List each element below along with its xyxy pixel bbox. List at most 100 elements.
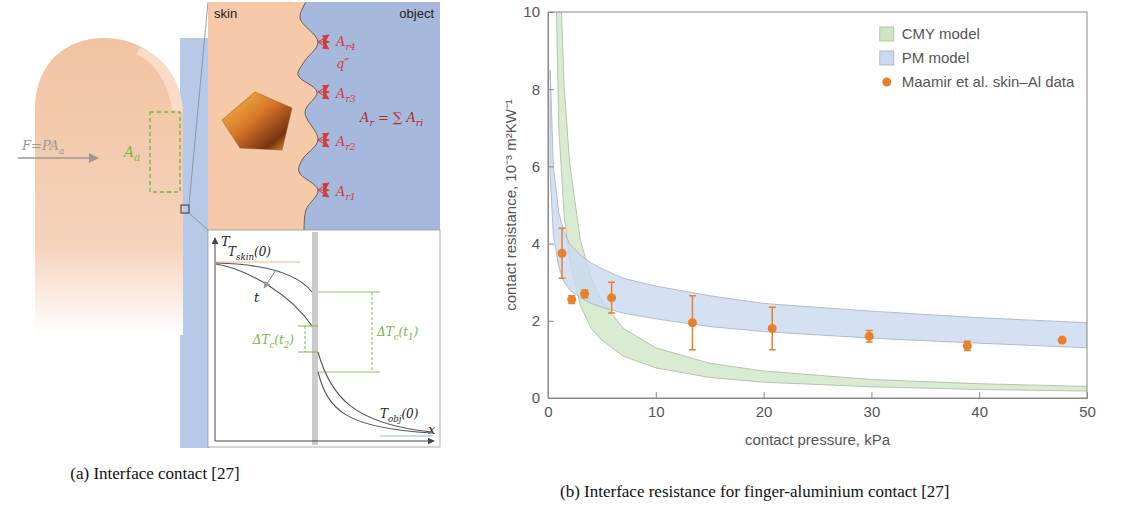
zoom-line [189,213,208,230]
heat-arrow [318,183,329,190]
error-bar [866,330,873,342]
object-strip [180,38,210,448]
tick: 10 [523,3,554,20]
contact-label: Ar4 [335,34,356,52]
tick-label: 20 [756,403,773,420]
contact-label: Ar3 [335,86,356,104]
tick-label: 40 [971,403,988,420]
data-point [607,293,616,302]
profile-box [208,230,440,447]
force-label: F=PAa [21,138,64,156]
label-part: A [122,144,134,160]
tick-label: 2 [532,312,540,329]
contact-label: Ar2 [335,134,356,152]
legend-label: PM model [902,49,970,66]
finger [35,38,183,335]
label-part: r3 [345,93,355,104]
drop-line [372,292,373,372]
heat-arrow [318,35,329,42]
error-bar [568,296,575,304]
label-part: skin [236,252,254,262]
flux-label: q″ [336,56,349,71]
label-part: = ∑ A [374,110,416,125]
data-point [1058,336,1067,345]
caption: (b) Interface resistance for finger-alum… [560,482,950,501]
y-axis-title: contact resistance, 10⁻³ m²KW⁻¹ [502,99,519,311]
heat-arrow [318,42,329,49]
nail [136,48,183,112]
drop-tick [318,372,380,373]
tick-mark [1087,392,1088,398]
label-part: r2 [345,141,355,152]
data-point [688,318,697,327]
data-point [768,324,777,333]
label-part: ΔT [376,325,395,339]
zoom-object [208,2,440,230]
label-part: (t [274,333,284,347]
tick-label: 0 [544,403,552,420]
model-band [550,70,1087,348]
data-point [865,332,874,341]
interface-profile [298,2,318,230]
t-axis [215,238,216,441]
tick-label: 0 [532,389,540,406]
axis-line [549,13,555,399]
temperature-curve [318,352,432,432]
skin-label: skin [214,6,237,21]
zoom-line [189,2,208,205]
label-part: ) [413,325,419,339]
force-arrow [18,157,98,159]
object-label: object [399,6,434,21]
data-point [580,289,589,298]
heat-arrow [318,92,329,99]
label-part: (0) [254,245,271,259]
tick: 20 [756,392,773,420]
tick-mark [548,89,554,90]
label-part: obj [388,414,402,424]
plot-marks [550,12,1087,391]
tick-mark [871,392,872,398]
heat-arrow [318,85,329,92]
tick: 8 [532,81,554,98]
surface-scan [222,92,292,150]
label-part: F=PA [21,138,59,153]
tick-mark [548,12,554,13]
diagram: F=PAaAaskinobjectAr4Ar3Ar2Ar1q″Ar = ∑ Ar… [18,2,440,448]
model-band [550,12,1087,391]
legend-entry: Maamir et al. skin–Al data [882,73,1075,90]
tick-mark [979,392,980,398]
label-part: r1 [345,191,355,202]
tick-label: 6 [532,158,540,175]
zoom-skin [208,2,318,230]
interface-bar [312,232,318,445]
heat-arrow [318,42,329,43]
tick-label: 10 [523,3,540,20]
tick: 30 [864,392,881,420]
data-point [567,295,576,304]
label-part: A [335,86,345,101]
data-point [558,249,567,258]
label-part: ) [288,333,294,347]
heat-arrow [318,190,329,197]
apparent-area-label: Aa [122,144,140,163]
skin-initial-label: Tskin(0) [228,245,271,262]
label-part: ΔT [252,333,271,347]
time-arrow [264,270,276,288]
error-bar [559,228,566,278]
tick-mark [656,392,657,398]
heat-arrow [318,190,329,191]
apparent-area [150,112,180,192]
axis-line [549,392,1088,399]
drop-tick [318,292,380,293]
legend-swatch [880,51,894,65]
tick: 4 [532,235,554,252]
x-axis: 01020304050 [544,392,1096,420]
error-bar [964,341,971,350]
drop-line [305,326,306,352]
tick-mark [548,244,554,245]
legend-swatch [882,78,891,87]
label-part: ri [416,117,423,128]
drop-t2-label: ΔTc(t2) [252,333,295,350]
tick-mark [548,321,554,322]
zoom-marker [181,205,189,213]
